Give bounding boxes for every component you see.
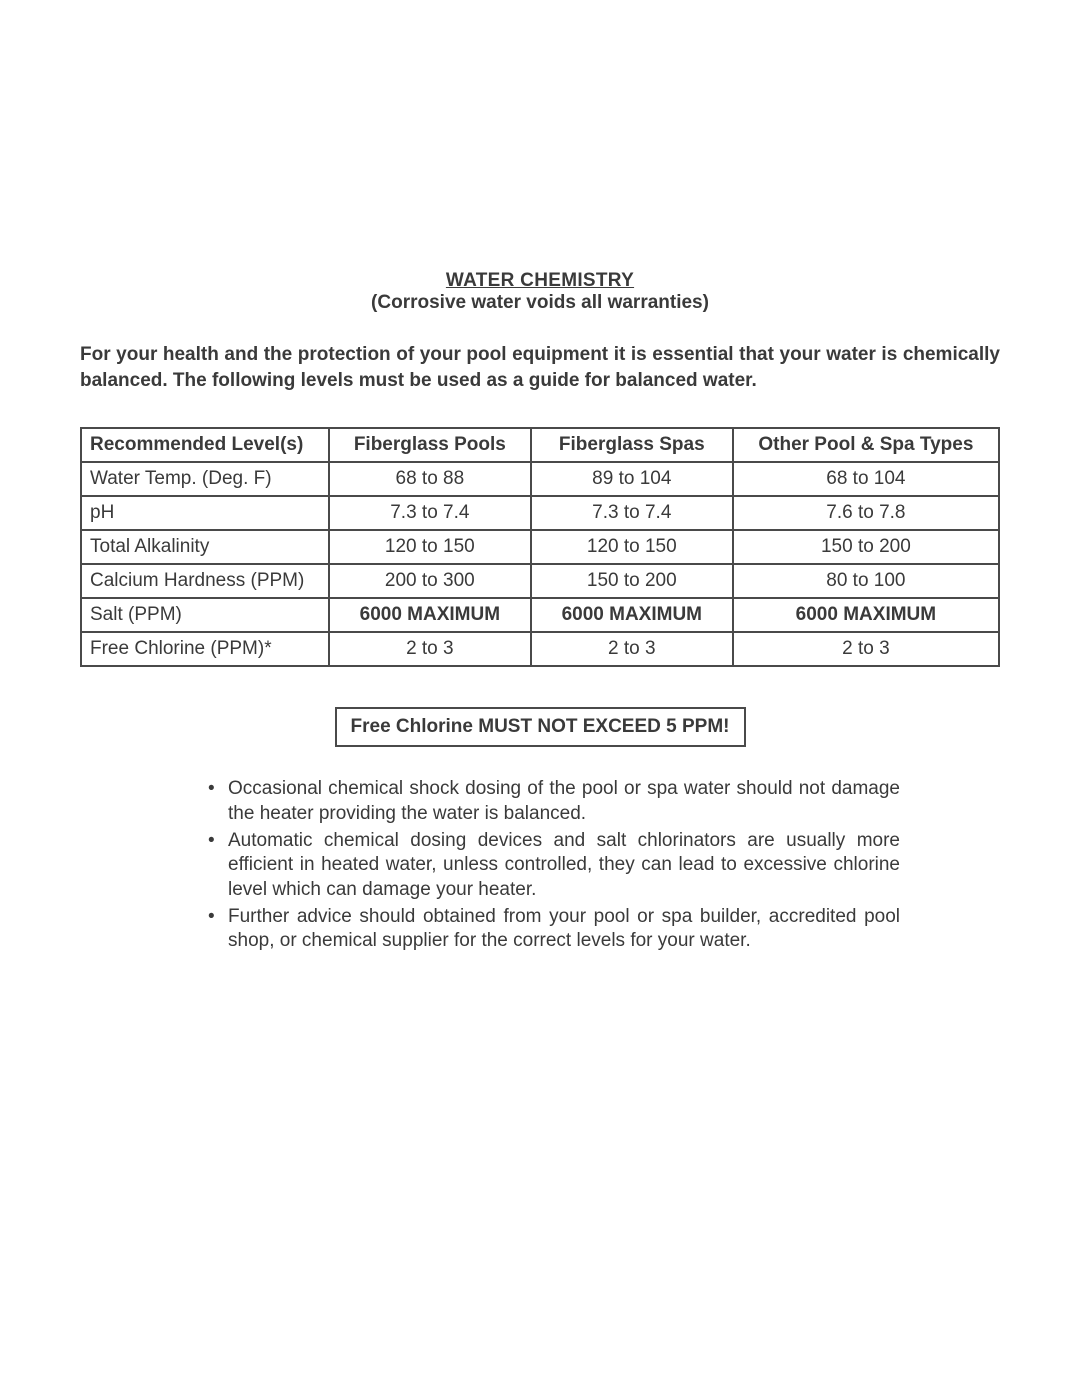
table-row: Salt (PPM)6000 MAXIMUM6000 MAXIMUM6000 M… <box>81 598 999 632</box>
row-label: pH <box>81 496 329 530</box>
col-header-pools: Fiberglass Pools <box>329 428 531 462</box>
table-row: Calcium Hardness (PPM)200 to 300150 to 2… <box>81 564 999 598</box>
table-row: Free Chlorine (PPM)*2 to 32 to 32 to 3 <box>81 632 999 666</box>
table-row: Total Alkalinity120 to 150120 to 150150 … <box>81 530 999 564</box>
title-block: WATER CHEMISTRY (Corrosive water voids a… <box>80 270 1000 314</box>
cell: 2 to 3 <box>733 632 999 666</box>
cell: 120 to 150 <box>531 530 733 564</box>
page-title: WATER CHEMISTRY <box>80 270 1000 292</box>
levels-table: Recommended Level(s) Fiberglass Pools Fi… <box>80 427 1000 667</box>
intro-paragraph: For your health and the protection of yo… <box>80 342 1000 393</box>
row-label: Total Alkalinity <box>81 530 329 564</box>
cell: 120 to 150 <box>329 530 531 564</box>
cell: 2 to 3 <box>531 632 733 666</box>
cell: 80 to 100 <box>733 564 999 598</box>
page-subtitle: (Corrosive water voids all warranties) <box>80 292 1000 314</box>
row-label: Water Temp. (Deg. F) <box>81 462 329 496</box>
warning-container: Free Chlorine MUST NOT EXCEED 5 PPM! <box>80 707 1000 747</box>
cell: 7.3 to 7.4 <box>531 496 733 530</box>
cell: 7.6 to 7.8 <box>733 496 999 530</box>
note-item: Automatic chemical dosing devices and sa… <box>200 829 900 903</box>
notes-section: Occasional chemical shock dosing of the … <box>200 777 900 954</box>
cell: 68 to 88 <box>329 462 531 496</box>
row-label: Free Chlorine (PPM)* <box>81 632 329 666</box>
cell: 89 to 104 <box>531 462 733 496</box>
cell: 6000 MAXIMUM <box>531 598 733 632</box>
cell: 200 to 300 <box>329 564 531 598</box>
col-header-spas: Fiberglass Spas <box>531 428 733 462</box>
chlorine-warning: Free Chlorine MUST NOT EXCEED 5 PPM! <box>335 707 746 747</box>
note-item: Occasional chemical shock dosing of the … <box>200 777 900 826</box>
row-label: Salt (PPM) <box>81 598 329 632</box>
table-row: pH7.3 to 7.47.3 to 7.47.6 to 7.8 <box>81 496 999 530</box>
page: WATER CHEMISTRY (Corrosive water voids a… <box>0 0 1080 954</box>
col-header-levels: Recommended Level(s) <box>81 428 329 462</box>
cell: 150 to 200 <box>531 564 733 598</box>
cell: 7.3 to 7.4 <box>329 496 531 530</box>
table-header-row: Recommended Level(s) Fiberglass Pools Fi… <box>81 428 999 462</box>
cell: 68 to 104 <box>733 462 999 496</box>
cell: 6000 MAXIMUM <box>733 598 999 632</box>
row-label: Calcium Hardness (PPM) <box>81 564 329 598</box>
cell: 2 to 3 <box>329 632 531 666</box>
cell: 150 to 200 <box>733 530 999 564</box>
note-item: Further advice should obtained from your… <box>200 905 900 954</box>
table-row: Water Temp. (Deg. F)68 to 8889 to 10468 … <box>81 462 999 496</box>
col-header-other: Other Pool & Spa Types <box>733 428 999 462</box>
cell: 6000 MAXIMUM <box>329 598 531 632</box>
